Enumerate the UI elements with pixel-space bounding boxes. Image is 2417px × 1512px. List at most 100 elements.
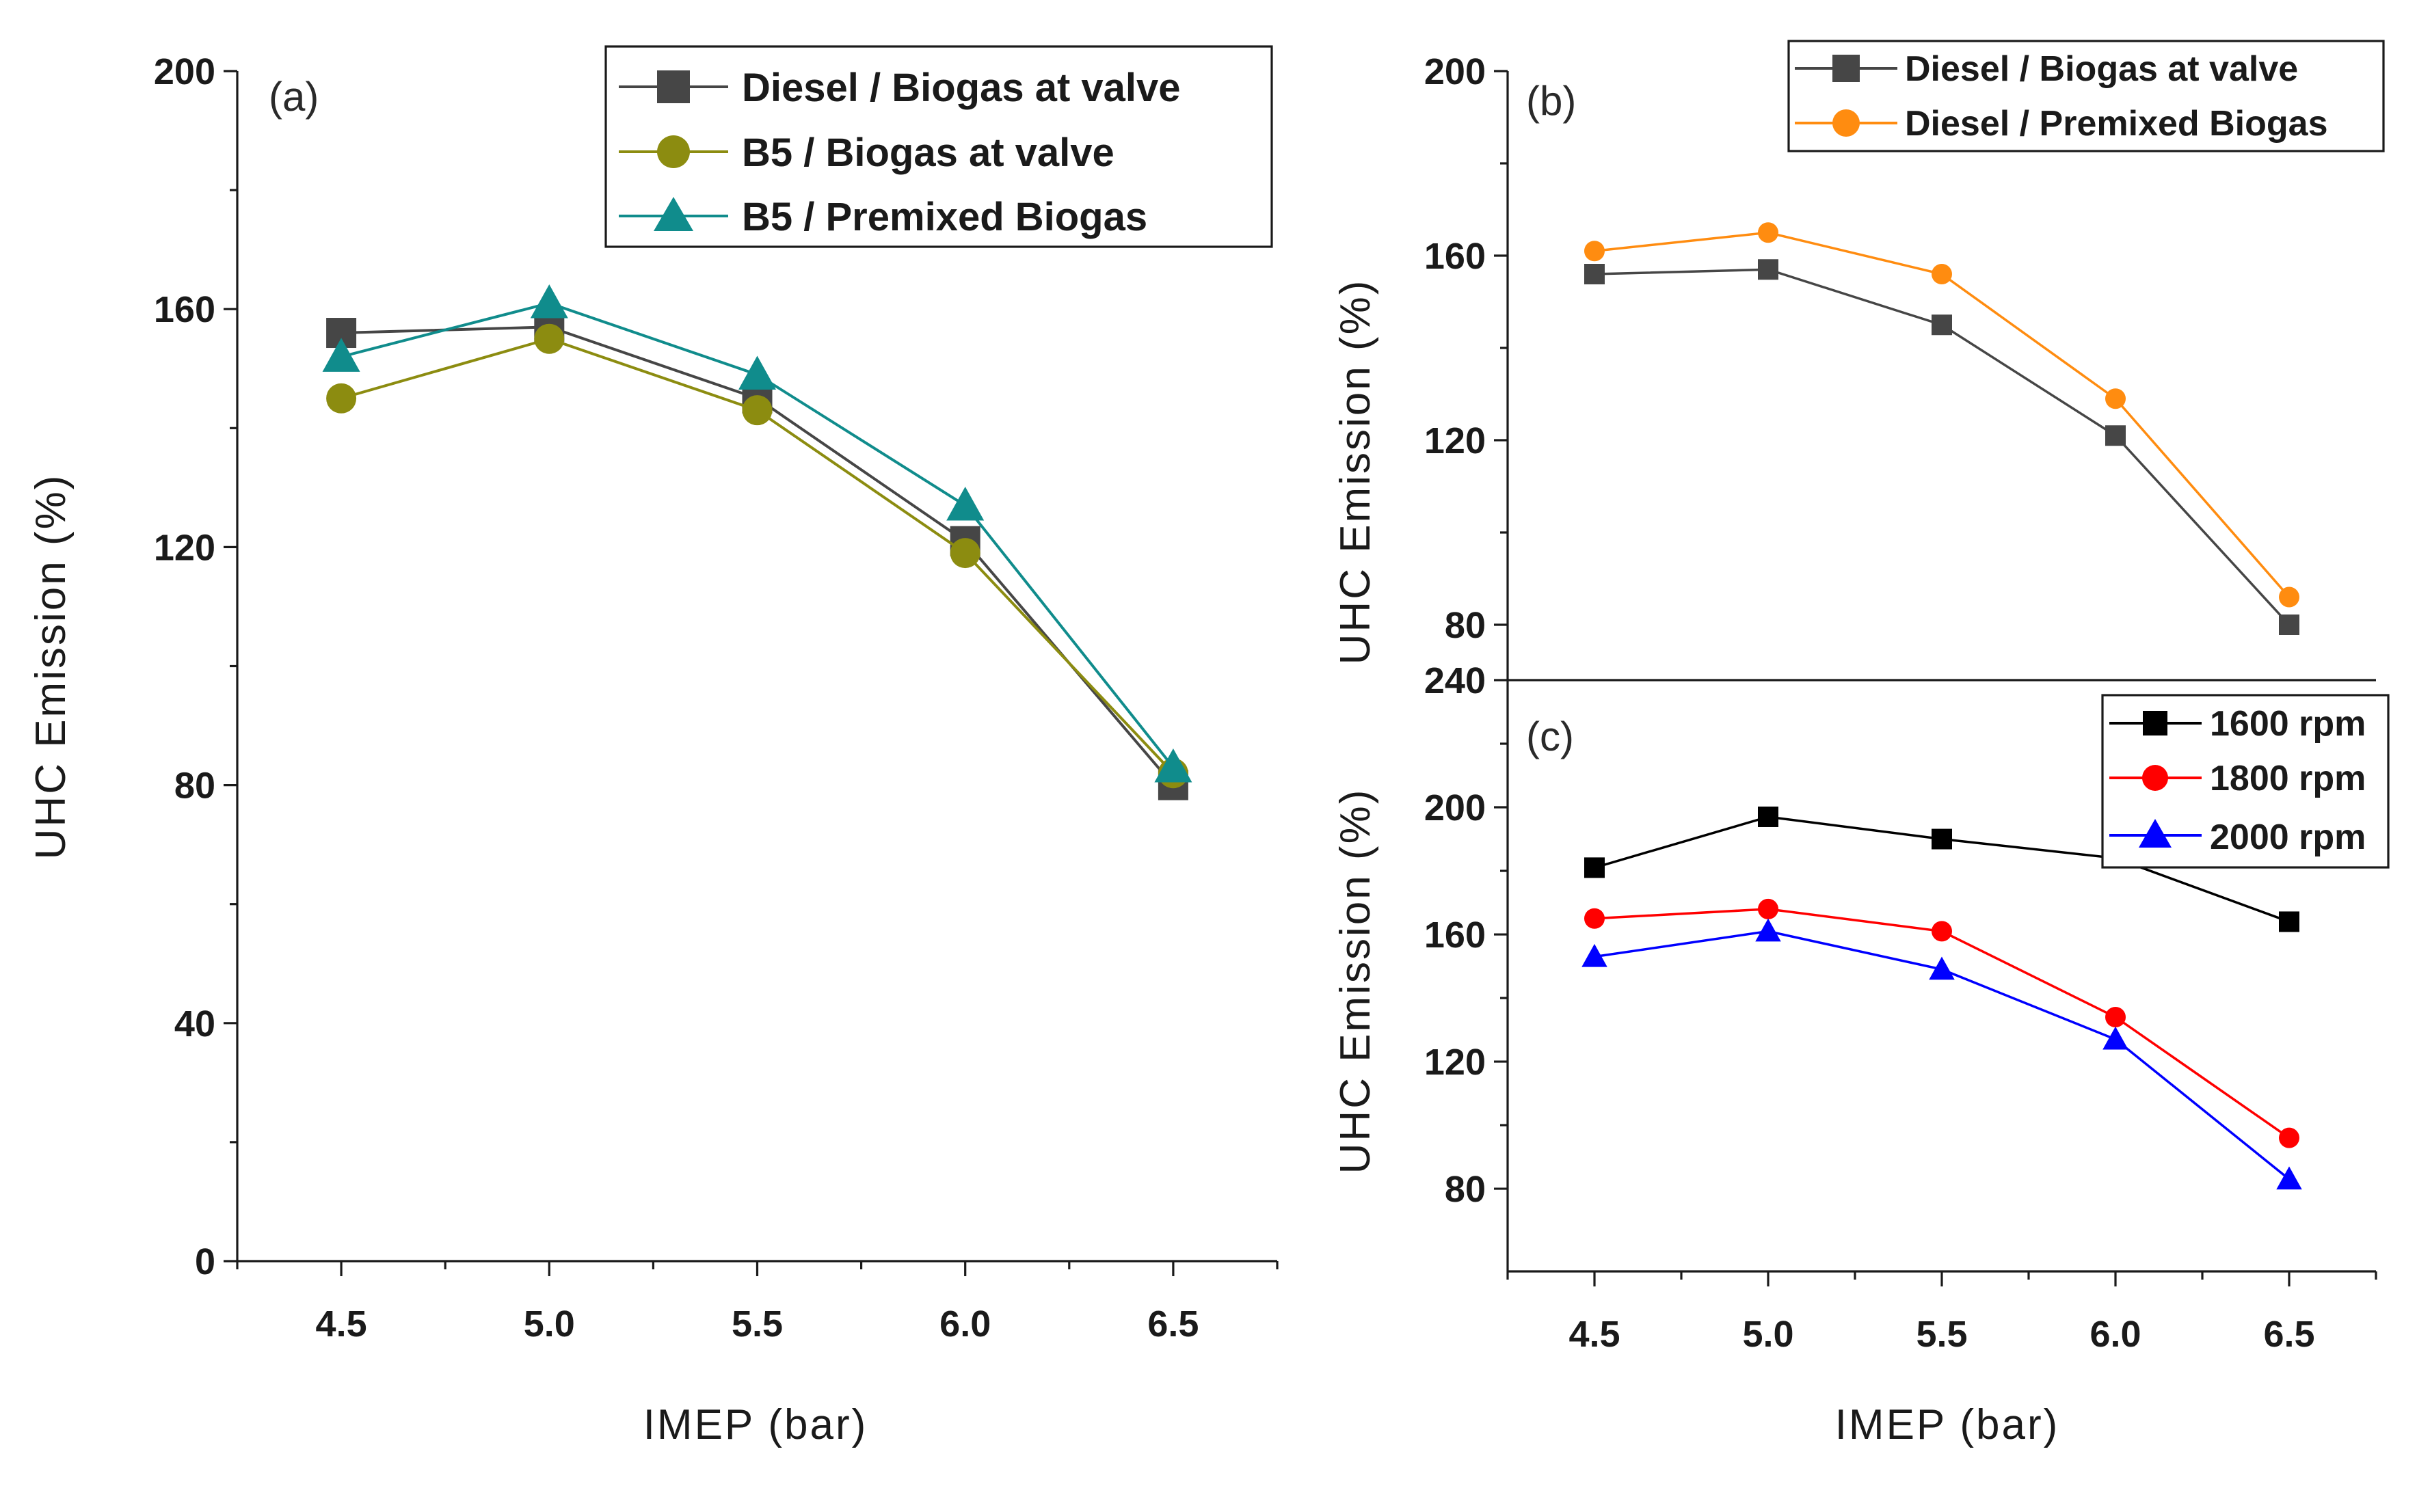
data-point-square (2105, 425, 2126, 446)
x-tick-label: 5.0 (1742, 1314, 1793, 1355)
y-tick-label: 40 (174, 1003, 215, 1044)
y-tick-label: 200 (154, 51, 215, 92)
panel-b-legend-entry: Diesel / Premixed Biogas (1795, 104, 2328, 144)
legend-marker-triangle-icon (2139, 819, 2172, 848)
legend-label: 1800 rpm (2210, 759, 2366, 798)
panel-a-series (322, 284, 1192, 800)
x-tick-label: 6.5 (1147, 1304, 1199, 1345)
panel-a-chart: (a) 0 40 80 120 160 200 4.5 5.0 5.5 6.0 6.5 IMEP (… (27, 45, 1279, 1448)
panel-a-legend-entry: B5 / Premixed Biogas (619, 195, 1147, 239)
data-point-triangle (946, 486, 985, 521)
legend-marker-circle-icon (657, 135, 690, 168)
panel-b-label: (b) (1526, 78, 1576, 124)
legend-label: Diesel / Premixed Biogas (1905, 104, 2328, 144)
y-tick-label: 200 (1424, 51, 1486, 92)
data-point-square (1758, 806, 1778, 827)
data-point-circle (2279, 586, 2299, 608)
x-tick-label: 6.5 (2263, 1314, 2314, 1355)
series-line (1594, 231, 2291, 598)
panel-c-legend-entry: 2000 rpm (2109, 818, 2366, 857)
y-tick-label: 120 (154, 527, 215, 568)
legend-label: B5 / Biogas at valve (742, 131, 1114, 175)
x-tick-label: 6.0 (939, 1304, 991, 1345)
data-point-circle (1932, 921, 1952, 942)
legend-marker-square-icon (2143, 711, 2167, 735)
data-point-circle (2105, 1006, 2126, 1027)
legend-marker-square-icon (657, 70, 690, 103)
panel-a-label: (a) (269, 74, 319, 120)
data-point-circle (1758, 898, 1778, 919)
y-tick-label: 160 (154, 289, 215, 330)
panel-c-label: (c) (1526, 714, 1574, 759)
data-point-square (2279, 615, 2299, 635)
panel-a-x-axis-title: IMEP (bar) (643, 1401, 868, 1448)
panel-c-ticks: 80 120 160 200 240 4.5 5.0 5.5 6.0 6.5 (1424, 660, 2377, 1355)
panel-b-y-axis-title: UHC Emission (%) (1332, 279, 1379, 665)
series-line (1594, 908, 2290, 1139)
data-point-circle (1758, 222, 1778, 243)
panel-a-ticks: 0 40 80 120 160 200 4.5 5.0 5.5 6.0 6.5 (154, 51, 1279, 1345)
x-tick-label: 6.0 (2089, 1314, 2141, 1355)
panel-b-chart: (b) 80 120 160 200 UHC Emission (%) Diesel … (1332, 40, 2385, 681)
x-tick-label: 5.5 (1916, 1314, 1967, 1355)
panel-b-legend: Diesel / Biogas at valve Diesel / Premix… (1787, 40, 2385, 152)
data-point-triangle (1929, 956, 1955, 980)
legend-label: 1600 rpm (2210, 704, 2366, 744)
data-point-triangle (2102, 1026, 2128, 1050)
y-tick-label: 0 (195, 1241, 215, 1282)
data-point-circle (326, 383, 357, 414)
data-point-circle (742, 395, 773, 426)
panel-c-y-axis-title: UHC Emission (%) (1332, 788, 1379, 1174)
x-tick-label: 4.5 (1568, 1314, 1620, 1355)
data-point-triangle (1755, 918, 1781, 942)
panel-c-legend-entry: 1800 rpm (2109, 759, 2366, 798)
panel-a-legend-entry: B5 / Biogas at valve (619, 131, 1114, 175)
data-point-triangle (1154, 748, 1192, 783)
data-point-circle (950, 538, 980, 569)
panel-b-legend-entry: Diesel / Biogas at valve (1795, 49, 2298, 89)
legend-label: B5 / Premixed Biogas (742, 195, 1147, 239)
data-point-square (2279, 911, 2299, 932)
data-point-square (1758, 259, 1778, 280)
legend-label: Diesel / Biogas at valve (1905, 49, 2298, 89)
data-point-triangle (322, 338, 360, 372)
legend-label: Diesel / Biogas at valve (742, 66, 1181, 110)
panel-b-ticks: 80 120 160 200 (1424, 51, 1508, 646)
data-point-circle (2105, 388, 2126, 409)
panel-c-x-axis-title: IMEP (bar) (1835, 1401, 2060, 1448)
y-tick-label: 80 (1445, 605, 1486, 646)
data-point-circle (1584, 241, 1605, 262)
data-point-square (1584, 857, 1605, 878)
legend-marker-circle-icon (2142, 765, 2168, 791)
legend-label: 2000 rpm (2210, 818, 2366, 857)
panel-c-legend: 1600 rpm 1800 rpm 2000 rpm (2101, 694, 2390, 869)
panel-a-y-axis-title: UHC Emission (%) (27, 474, 75, 860)
panel-c-chart: (c) 80 120 160 200 240 4.5 5.0 5.5 6.0 6.5 IMEP (… (1332, 660, 2390, 1448)
y-tick-label: 120 (1424, 1042, 1486, 1083)
data-point-circle (2279, 1127, 2299, 1148)
y-tick-label: 240 (1424, 660, 1486, 701)
data-point-triangle (738, 355, 776, 390)
legend-marker-square-icon (1832, 55, 1860, 82)
panel-a-legend-box (604, 45, 1273, 248)
data-point-square (1932, 828, 1952, 850)
data-point-circle (1584, 908, 1605, 929)
x-tick-label: 5.0 (524, 1304, 575, 1345)
y-tick-label: 160 (1424, 236, 1486, 277)
y-tick-label: 80 (1445, 1169, 1486, 1210)
y-tick-label: 120 (1424, 420, 1486, 461)
data-point-circle (1932, 264, 1952, 284)
legend-marker-circle-icon (1832, 109, 1860, 137)
legend-marker-triangle-icon (654, 197, 693, 231)
data-point-triangle (530, 284, 568, 319)
x-tick-label: 4.5 (316, 1304, 367, 1345)
data-point-square (1932, 314, 1952, 336)
data-point-triangle (1581, 943, 1607, 967)
x-tick-label: 5.5 (732, 1304, 783, 1345)
panel-a-legend: Diesel / Biogas at valve B5 / Biogas at … (604, 45, 1273, 248)
data-point-square (1584, 264, 1605, 284)
y-tick-label: 200 (1424, 787, 1486, 828)
y-tick-label: 80 (174, 766, 215, 807)
panel-b-legend-box (1787, 40, 2385, 152)
